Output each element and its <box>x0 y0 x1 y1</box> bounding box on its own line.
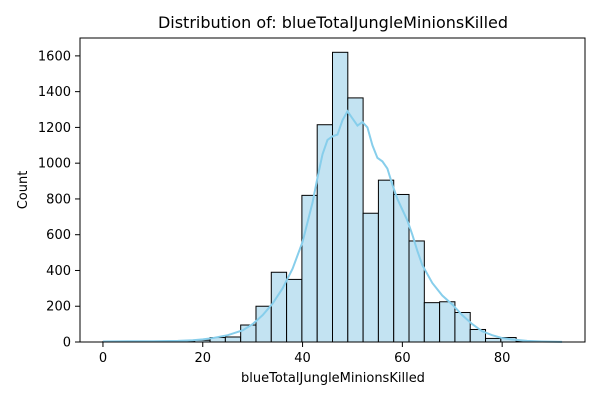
histogram-bar <box>347 97 364 343</box>
histogram-bar <box>316 124 334 343</box>
histogram-bar <box>393 193 410 343</box>
histogram-bar <box>377 179 395 343</box>
x-tick-label: 0 <box>99 351 107 366</box>
x-tick-label: 80 <box>494 351 511 366</box>
x-tick-label: 40 <box>294 351 311 366</box>
y-tick-label: 1400 <box>38 85 71 100</box>
histogram-bar <box>270 271 288 343</box>
chart-title: Distribution of: blueTotalJungleMinionsK… <box>158 13 508 32</box>
histogram-bar <box>454 311 471 343</box>
histogram-bar <box>439 301 456 343</box>
x-axis-ticks: 0 20 40 60 80 <box>99 342 511 366</box>
x-tick-label: 60 <box>394 351 411 366</box>
y-tick-label: 400 <box>46 264 71 279</box>
y-tick-label: 1200 <box>38 121 71 136</box>
histogram-bar <box>332 51 349 343</box>
histogram-bar <box>286 278 303 343</box>
y-tick-label: 600 <box>46 228 71 243</box>
y-tick-label: 1000 <box>38 157 71 172</box>
histogram-bar <box>408 240 425 343</box>
y-tick-label: 0 <box>63 336 71 351</box>
y-axis-label: Count <box>16 171 31 210</box>
y-tick-label: 1600 <box>38 49 71 64</box>
kde-curve <box>102 109 563 343</box>
histogram-bar <box>224 336 242 343</box>
histogram-bar <box>423 302 441 343</box>
plot-frame <box>79 37 586 343</box>
y-tick-label: 800 <box>46 192 71 207</box>
histogram-bar <box>362 212 379 343</box>
x-tick-label: 20 <box>194 351 211 366</box>
y-tick-label: 200 <box>46 300 71 315</box>
x-axis-label: blueTotalJungleMinionsKilled <box>241 371 425 386</box>
histogram-bar <box>255 305 272 343</box>
histogram-bar <box>485 337 502 343</box>
bars-layer <box>102 51 548 343</box>
y-axis-ticks: 0 200 400 600 800 1000 1200 1400 1600 <box>38 49 80 351</box>
